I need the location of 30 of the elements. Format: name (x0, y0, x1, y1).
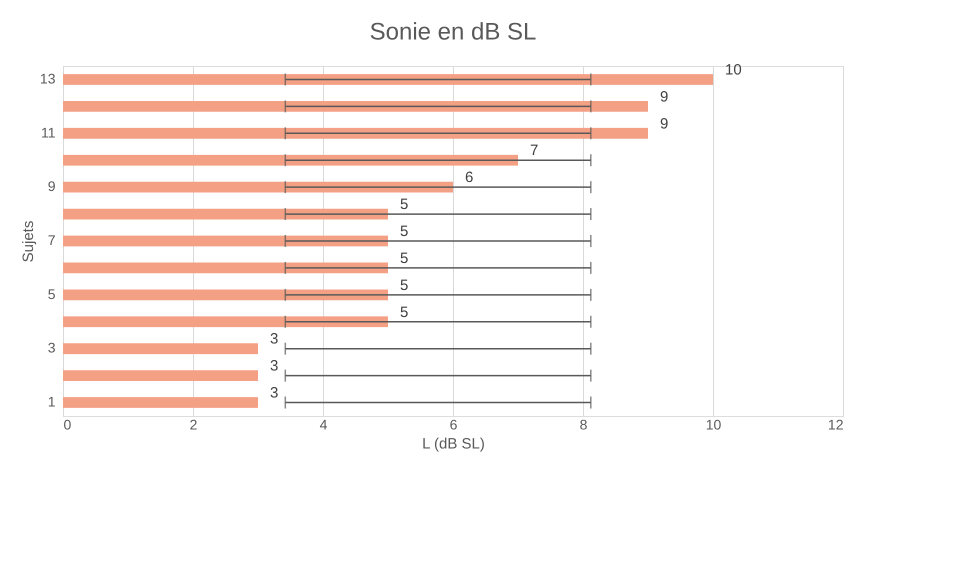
data-label: 9 (660, 88, 668, 106)
data-label: 5 (400, 196, 408, 214)
y-tick-label: 5 (48, 286, 56, 302)
x-axis-title: L (dB SL) (422, 436, 485, 452)
x-tick-label: 10 (706, 416, 722, 432)
y-tick-label: 1 (48, 394, 56, 410)
chart-title: Sonie en dB SL (370, 18, 536, 46)
x-tick-label: 4 (320, 416, 328, 432)
x-tick-label: 12 (828, 416, 844, 432)
data-label: 3 (270, 358, 278, 375)
y-tick-label: 7 (48, 232, 56, 248)
data-label: 5 (400, 223, 408, 240)
x-tick-label: 8 (580, 416, 588, 432)
data-label: 5 (400, 250, 408, 267)
y-tick-label: 3 (48, 340, 56, 356)
data-label: 5 (400, 276, 408, 294)
x-tick-label: 2 (190, 416, 198, 432)
data-label: 3 (270, 330, 278, 348)
y-tick-label: 11 (40, 124, 56, 140)
y-tick-label: 13 (40, 70, 56, 86)
x-tick-label: 0 (64, 416, 72, 432)
data-label: 6 (465, 169, 474, 186)
data-label: 9 (660, 115, 668, 132)
y-axis-title: Sujets (20, 220, 37, 262)
data-label: 7 (530, 142, 538, 160)
data-label: 5 (400, 304, 408, 321)
data-label: 3 (270, 384, 278, 402)
y-tick-label: 9 (48, 178, 56, 194)
data-label: 10 (725, 61, 742, 78)
x-tick-label: 6 (450, 416, 458, 432)
